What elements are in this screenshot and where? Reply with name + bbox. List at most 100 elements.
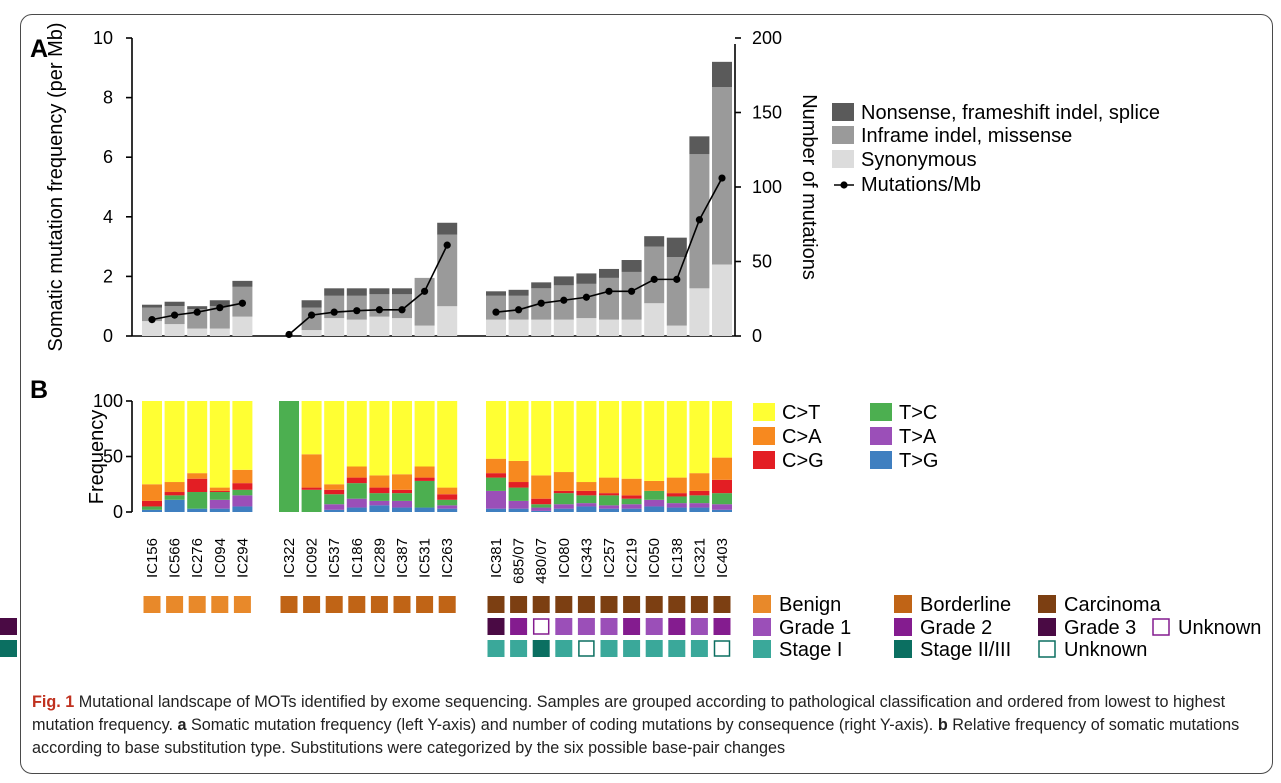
substitution-bar-segment: [392, 501, 412, 508]
bar-segment: [599, 320, 619, 336]
stage-legend-label: Unknown: [1064, 639, 1147, 661]
classification-cell: [348, 596, 365, 613]
b-y-tick-label: 0: [113, 502, 123, 522]
classification-cell: [371, 596, 388, 613]
bar-segment: [369, 317, 389, 336]
substitution-bar-segment: [667, 496, 687, 503]
bar-segment: [415, 278, 435, 326]
bar-segment: [165, 324, 185, 336]
bar-segment: [302, 330, 322, 336]
bar-segment: [712, 264, 732, 336]
stage-legend-label: Stage II/III: [920, 639, 1011, 661]
classification-legend-label: Benign: [779, 594, 841, 616]
sample-label: IC276: [189, 538, 206, 578]
mutations-per-mb-point: [628, 288, 635, 295]
grade-cell: [0, 618, 17, 635]
substitution-bar-segment: [232, 506, 252, 512]
substitution-bar-segment: [486, 478, 506, 491]
substitution-bar-segment: [712, 510, 732, 512]
substitution-bar-segment: [210, 401, 230, 488]
substitution-bar-segment: [415, 481, 435, 508]
substitution-bar-segment: [712, 480, 732, 493]
bar-segment: [486, 320, 506, 336]
substitution-bar-segment: [210, 509, 230, 512]
right-y-tick-label: 100: [752, 177, 782, 197]
bar-segment: [437, 223, 457, 235]
substitution-bar-segment: [392, 490, 412, 493]
left-y-axis-title: Somatic mutation frequency (per Mb): [45, 22, 67, 351]
substitution-bar-segment: [369, 488, 389, 494]
substitution-bar-segment: [509, 509, 529, 512]
bar-segment: [187, 329, 207, 336]
substitution-bar-segment: [554, 504, 574, 508]
figure-caption: Fig. 1 Mutational landscape of MOTs iden…: [32, 691, 1264, 760]
caption-a-text: Somatic mutation frequency (left Y-axis)…: [186, 716, 937, 734]
bar-segment: [599, 269, 619, 278]
bar-segment: [369, 288, 389, 294]
substitution-bar-segment: [210, 488, 230, 491]
substitution-bar-segment: [165, 495, 185, 499]
bar-segment: [437, 306, 457, 336]
bar-segment: [599, 278, 619, 320]
substitution-bar-segment: [599, 505, 619, 508]
substitution-bar-segment: [437, 494, 457, 500]
bar-segment: [392, 288, 412, 294]
classification-legend-swatch: [894, 595, 912, 613]
sample-label: IC322: [281, 538, 298, 578]
substitution-bar-segment: [324, 510, 344, 512]
bar-segment: [622, 320, 642, 336]
substitution-bar-segment: [667, 493, 687, 496]
legend-marker: [840, 181, 847, 188]
legend-swatch: [832, 150, 854, 168]
classification-legend-swatch: [1038, 595, 1056, 613]
substitution-bar-segment: [667, 401, 687, 478]
classification-cell: [166, 596, 183, 613]
substitution-bar-segment: [347, 478, 367, 484]
stage-cell: [533, 640, 550, 657]
panel-b-label: B: [30, 376, 48, 404]
classification-cell: [646, 596, 663, 613]
substitution-bar-segment: [486, 491, 506, 509]
mutations-per-mb-point: [421, 288, 428, 295]
bar-segment: [302, 300, 322, 307]
substitution-bar-segment: [437, 509, 457, 512]
sample-label: IC531: [417, 538, 434, 578]
substitution-bar-segment: [689, 503, 709, 507]
grade-legend-swatch: [753, 618, 771, 636]
substitution-bar-segment: [667, 478, 687, 494]
substitution-bar-segment: [369, 475, 389, 487]
substitution-bar-segment: [622, 499, 642, 505]
panel-b-chart: B050100Frequency C>TC>AC>GT>CT>AT>G: [30, 376, 938, 522]
classification-cell: [623, 596, 640, 613]
classification-cell: [281, 596, 298, 613]
substitution-bar-segment: [415, 508, 435, 512]
bar-segment: [531, 320, 551, 336]
substitution-bar-segment: [187, 479, 207, 492]
substitution-bar-segment: [437, 488, 457, 495]
substitution-bar-segment: [369, 401, 389, 475]
substitution-bar-segment: [599, 495, 619, 505]
classification-cell: [601, 596, 618, 613]
substitution-bar-segment: [210, 500, 230, 509]
mutations-per-mb-point: [239, 300, 246, 307]
classification-cell: [578, 596, 595, 613]
bar-segment: [509, 290, 529, 296]
classification-cell: [144, 596, 161, 613]
substitution-bar-segment: [576, 401, 596, 482]
grade-cell: [510, 618, 527, 635]
mutations-per-mb-point: [673, 276, 680, 283]
substitution-legend-label: C>T: [782, 402, 820, 424]
substitution-bar-segment: [644, 506, 664, 512]
mutations-per-mb-point: [148, 316, 155, 323]
bar-segment: [667, 326, 687, 336]
sample-label: IC403: [714, 538, 731, 578]
bar-segment: [712, 62, 732, 87]
classification-cell: [691, 596, 708, 613]
grade-legend-label: Grade 2: [920, 617, 992, 639]
mutations-per-mb-point: [696, 216, 703, 223]
grade-legend-swatch: [894, 618, 912, 636]
left-y-tick-label: 6: [103, 147, 113, 167]
sample-label: IC566: [167, 538, 184, 578]
grade-cell: [623, 618, 640, 635]
